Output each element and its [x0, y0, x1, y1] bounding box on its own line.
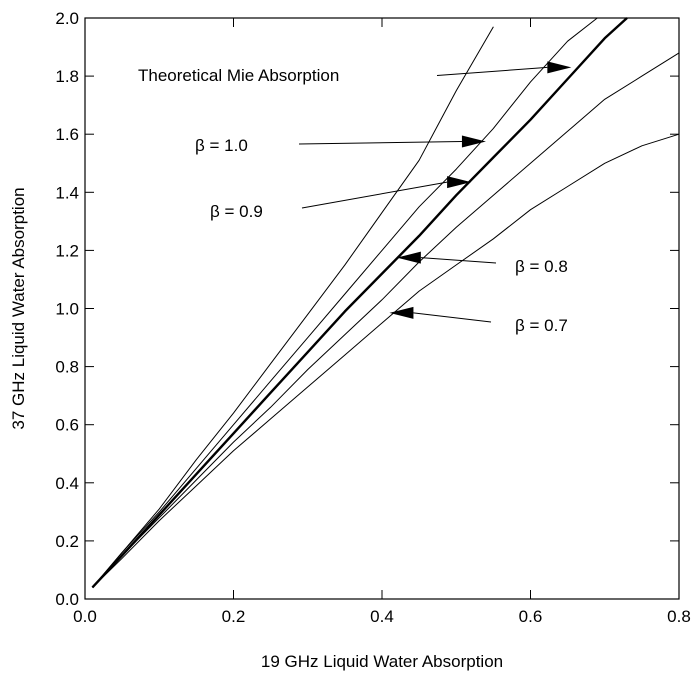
annotation-arrow-head	[389, 306, 414, 319]
y-tick-label: 0.8	[55, 358, 79, 377]
annotation-arrow-head	[447, 176, 472, 189]
x-tick-label: 0.0	[73, 607, 97, 626]
annotation-arrow-line	[298, 140, 462, 145]
x-axis-label: 19 GHz Liquid Water Absorption	[261, 652, 503, 671]
annotation-arrow-line	[301, 181, 448, 209]
annotation-arrow-head	[396, 251, 421, 264]
annotation-arrow-line	[436, 66, 548, 76]
annotation-label: β = 0.8	[515, 257, 568, 276]
series-line-4	[92, 133, 680, 588]
annotation-label: β = 1.0	[195, 136, 248, 155]
y-tick-label: 1.2	[55, 241, 79, 260]
annotation-arrow-head	[461, 135, 486, 148]
annotation-label: β = 0.7	[515, 316, 568, 335]
annotation-label: β = 0.9	[210, 202, 263, 221]
annotation-label: Theoretical Mie Absorption	[138, 66, 339, 85]
annotation-arrow-head	[547, 61, 572, 74]
axis-ticks: 0.0 0.2 0.4 0.6 0.8 0.0 0.2 0.4 0.6 0.8 1.0 1.2 1.4 1…	[55, 9, 690, 626]
x-tick-label: 0.8	[667, 607, 691, 626]
series-line-0	[91, 17, 628, 589]
y-tick-label: 1.0	[55, 300, 79, 319]
annotation-arrow-line	[420, 257, 497, 264]
annotations: Theoretical Mie Absorption β = 1.0 β = 0.9…	[138, 61, 572, 335]
x-tick-label: 0.2	[222, 607, 246, 626]
y-tick-label: 0.2	[55, 532, 79, 551]
x-tick-label: 0.6	[519, 607, 543, 626]
series-line-1	[92, 26, 494, 588]
y-tick-label: 1.4	[55, 183, 79, 202]
series-line-3	[92, 52, 680, 588]
y-tick-label: 0.0	[55, 590, 79, 609]
series-line-2	[92, 17, 598, 588]
y-tick-label: 0.4	[55, 474, 79, 493]
annotation-arrow-line	[413, 312, 492, 323]
y-tick-label: 1.8	[55, 67, 79, 86]
y-tick-label: 2.0	[55, 9, 79, 28]
y-tick-label: 1.6	[55, 125, 79, 144]
x-tick-label: 0.4	[370, 607, 394, 626]
y-axis-label: 37 GHz Liquid Water Absorption	[9, 187, 28, 429]
plot-frame	[84, 17, 680, 600]
y-tick-label: 0.6	[55, 416, 79, 435]
plot-curves	[91, 17, 680, 589]
